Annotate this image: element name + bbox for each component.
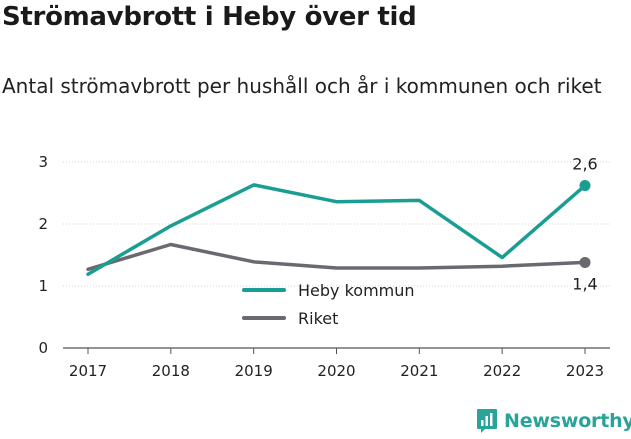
- y-tick-label: 2: [38, 215, 48, 233]
- x-tick-label: 2020: [317, 362, 355, 380]
- chart-title: Strömavbrott i Heby över tid: [2, 2, 417, 32]
- y-tick-label: 0: [38, 339, 48, 357]
- end-value-label: 2,6: [572, 155, 597, 174]
- legend-label: Heby kommun: [298, 281, 415, 300]
- brand-name: Newsworthy: [504, 410, 631, 432]
- x-tick-label: 2019: [235, 362, 273, 380]
- x-tick-label: 2023: [566, 362, 604, 380]
- x-tick-label: 2022: [483, 362, 521, 380]
- series-lines: [86, 180, 591, 276]
- x-tick-label: 2018: [152, 362, 190, 380]
- chart-subtitle: Antal strömavbrott per hushåll och år i …: [2, 74, 602, 98]
- series-line-riket: [86, 242, 587, 272]
- end-labels: 2,6 1,4: [572, 155, 597, 294]
- newsworthy-logo: Newsworthy: [476, 408, 631, 434]
- y-axis-ticks: 0 1 2 3: [38, 153, 48, 357]
- end-point-marker: [579, 256, 591, 268]
- y-tick-label: 1: [38, 277, 48, 295]
- end-point-marker: [579, 180, 591, 192]
- end-value-label: 1,4: [572, 274, 597, 293]
- x-tick-label: 2021: [400, 362, 438, 380]
- y-tick-label: 3: [38, 153, 48, 171]
- series-line-heby-kommun: [86, 183, 587, 276]
- x-axis-ticks: 2017 2018 2019 2020 2021 2022 2023: [69, 348, 604, 380]
- x-tick-label: 2017: [69, 362, 107, 380]
- legend: Heby kommun Riket: [242, 281, 415, 328]
- bar-chart-icon: [477, 409, 497, 433]
- legend-label: Riket: [298, 309, 338, 328]
